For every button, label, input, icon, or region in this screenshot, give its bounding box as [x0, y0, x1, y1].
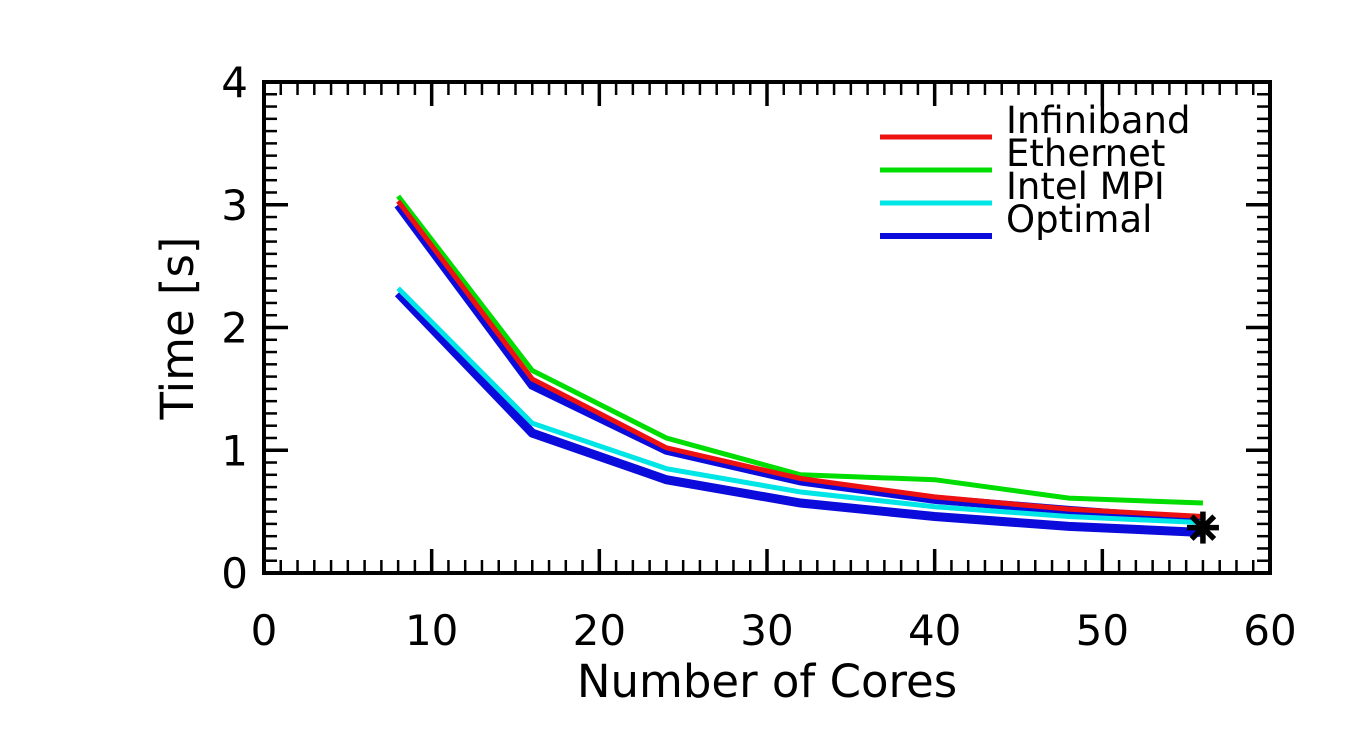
x-tick-label: 20: [573, 606, 626, 655]
legend-item-infiniband: Infiniband: [880, 99, 1191, 142]
y-tick-label: 1: [221, 426, 248, 475]
x-tick-label: 10: [405, 606, 458, 655]
axes-layer: 0 10 20 30 40 50 60 0 1 2 3 4: [221, 58, 1296, 655]
asterisk-marker: [1189, 514, 1217, 541]
x-tick-label: 50: [1076, 606, 1129, 655]
series-line-infiniband: [396, 199, 1204, 520]
legend-label: Infiniband: [1006, 99, 1191, 142]
x-tick-label: 40: [908, 606, 961, 655]
legend-label: Optimal: [1006, 198, 1152, 241]
series-line-ethernet: [396, 194, 1204, 506]
y-tick-label: 3: [221, 181, 248, 230]
marker-layer: [1186, 511, 1219, 544]
legend-label: Intel MPI: [1006, 165, 1165, 208]
x-tick-label: 0: [251, 606, 278, 655]
y-tick-label: 0: [221, 549, 248, 598]
y-tick-label: 2: [221, 304, 248, 353]
y-tick-label: 4: [221, 58, 248, 107]
series-line-optimal-ideal-scaling-intel-mpi-start-: [394, 290, 1204, 537]
legend-label: Ethernet: [1006, 132, 1165, 175]
series-line-intel-mpi: [396, 286, 1204, 526]
y-axis-title: Time [s]: [151, 237, 204, 421]
x-tick-label: 60: [1243, 606, 1296, 655]
legend-item-optimal: Optimal: [880, 198, 1152, 241]
legend-item-intel-mpi: Intel MPI: [880, 165, 1165, 208]
x-axis-title: Number of Cores: [577, 655, 957, 708]
x-tick-label: 30: [740, 606, 793, 655]
series-layer: [394, 194, 1204, 537]
legend-item-ethernet: Ethernet: [880, 132, 1165, 175]
